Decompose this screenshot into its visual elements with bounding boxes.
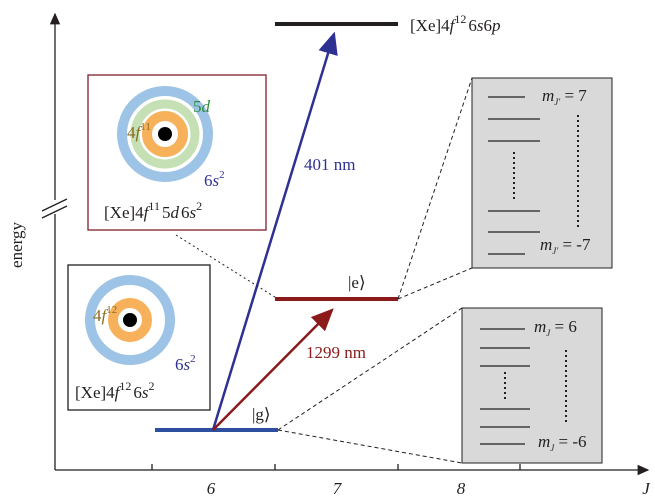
zoom-g-bottom-label: mJ = -6 <box>538 432 587 453</box>
connectors <box>175 77 473 464</box>
orbital-6s: 6s2 <box>175 353 196 374</box>
excited-atom <box>117 86 213 182</box>
state-e: |e⟩ <box>348 273 366 292</box>
zoom-e-bottom-label: mJ' = -7 <box>540 235 591 256</box>
orbital-4f: 4f11 <box>127 121 151 142</box>
transition-blue-label: 401 nm <box>304 155 355 174</box>
x-tick-label: 8 <box>457 479 466 498</box>
upper-level-label: [Xe]4f12 6s6p <box>410 12 501 35</box>
ground-atom <box>85 275 175 365</box>
zoom-e-top-label: mJ' = 7 <box>542 86 587 107</box>
x-tick-label: 6 <box>207 479 216 498</box>
zoom-e-box <box>471 77 613 269</box>
excited-config-label: [Xe]4f11 5d 6s2 <box>104 199 202 222</box>
transition-red-label: 1299 nm <box>306 343 366 362</box>
x-tick-label: 7 <box>333 479 343 498</box>
transition-red <box>212 308 334 431</box>
transition-blue <box>211 31 338 431</box>
zoom-g-box <box>461 307 603 464</box>
ground-config-label: [Xe]4f12 6s2 <box>75 379 155 402</box>
state-g: |g⟩ <box>252 405 271 424</box>
y-axis-label: energy <box>7 222 26 268</box>
orbital-5d: 5d <box>193 97 211 116</box>
zoom-g-top-label: mJ = 6 <box>534 317 577 338</box>
x-axis-label: J <box>642 479 651 498</box>
sublevels-g <box>480 328 567 445</box>
axes <box>41 12 650 476</box>
orbital-4f: 4f12 <box>93 304 117 325</box>
orbital-6s: 6s2 <box>204 169 225 190</box>
sublevels-e <box>488 96 579 255</box>
